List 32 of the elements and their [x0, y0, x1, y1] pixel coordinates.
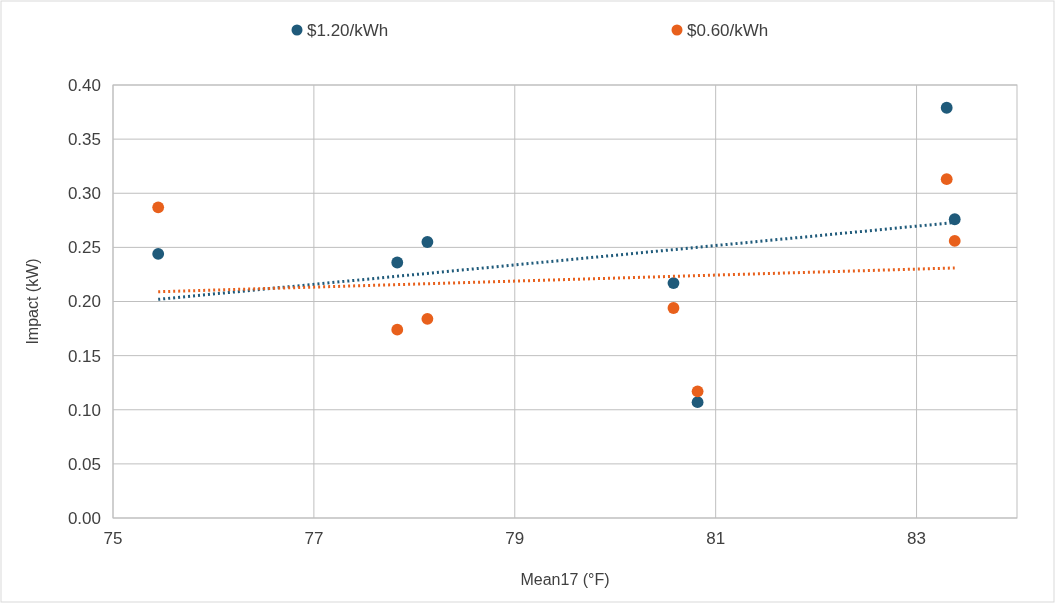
point — [940, 101, 953, 114]
point — [152, 247, 165, 260]
point — [691, 385, 704, 398]
point — [667, 277, 680, 289]
y-tick-label: 0.35 — [67, 130, 101, 150]
point — [421, 312, 434, 325]
point — [152, 201, 165, 214]
point — [421, 236, 434, 248]
x-tick-label: 83 — [907, 529, 927, 548]
x-tick-label: 75 — [103, 529, 123, 548]
legend-label: $1.20/kWh — [307, 20, 389, 40]
y-axis-title: Impact (kW) — [24, 258, 41, 345]
point — [667, 302, 680, 314]
legend-label: $0.60/kWh — [687, 20, 769, 40]
y-tick-label: 0.40 — [67, 75, 101, 95]
y-tick-label: 0.10 — [67, 400, 101, 420]
y-tick-label: 0.20 — [67, 292, 101, 312]
point — [691, 396, 704, 409]
x-tick-label: 81 — [706, 529, 726, 548]
point — [940, 173, 953, 186]
point — [948, 234, 961, 247]
point — [391, 323, 404, 336]
x-axis-title: Mean17 (°F) — [520, 571, 610, 588]
y-tick-label: 0.05 — [67, 454, 101, 474]
y-tick-label: 0.25 — [67, 238, 101, 258]
x-tick-label: 77 — [304, 529, 324, 548]
y-tick-label: 0.15 — [67, 346, 101, 366]
y-tick-label: 0.30 — [67, 184, 101, 204]
point — [391, 256, 404, 269]
point — [948, 213, 961, 226]
y-tick-label: 0.00 — [67, 508, 101, 528]
x-tick-label: 79 — [505, 529, 525, 548]
